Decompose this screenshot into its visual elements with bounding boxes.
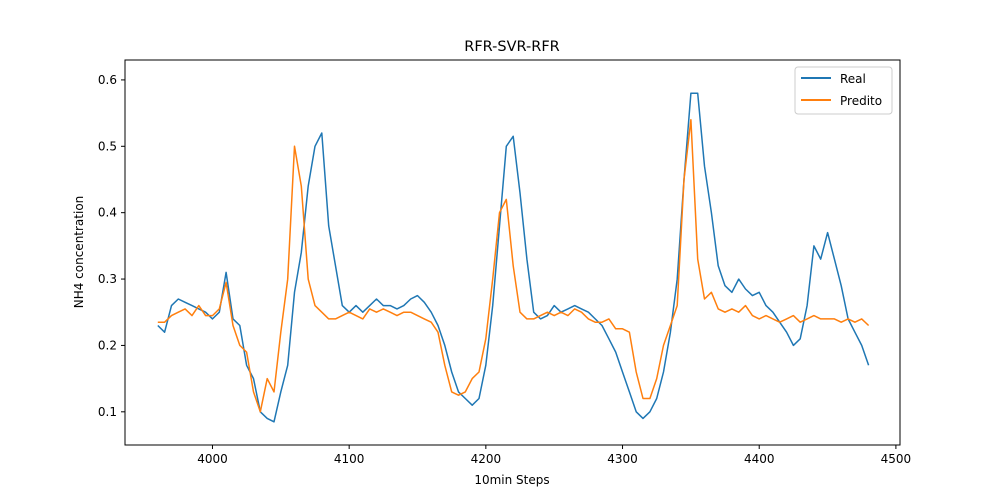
plot-frame: [124, 59, 901, 446]
y-tick-label: 0.2: [98, 338, 117, 352]
x-tick-label: 4200: [471, 452, 502, 466]
y-tick-label: 0.5: [98, 139, 117, 153]
x-tick-label: 4300: [607, 452, 638, 466]
x-axis-label: 10min Steps: [474, 473, 549, 487]
legend: Real Predito: [794, 66, 893, 115]
legend-label-real: Real: [840, 72, 866, 86]
y-axis-ticks: 0.1 0.2 0.3 0.4 0.5 0.6: [98, 73, 125, 419]
y-axis-label: NH4 concentration: [72, 196, 86, 309]
x-tick-label: 4400: [744, 452, 775, 466]
x-tick-label: 4000: [197, 452, 228, 466]
y-tick-label: 0.4: [98, 206, 117, 220]
x-axis-ticks: 4000 4100 4200 4300 4400 4500: [197, 445, 911, 466]
chart-title: RFR-SVR-RFR: [464, 39, 559, 55]
series-line-real: [157, 92, 870, 423]
x-tick-label: 4500: [881, 452, 912, 466]
y-tick-label: 0.3: [98, 272, 117, 286]
y-tick-label: 0.1: [98, 405, 117, 419]
y-tick-label: 0.6: [98, 73, 117, 87]
series-line-predito: [157, 118, 870, 413]
plot-lines: [157, 92, 870, 423]
x-tick-label: 4100: [334, 452, 365, 466]
legend-label-predito: Predito: [840, 94, 882, 108]
